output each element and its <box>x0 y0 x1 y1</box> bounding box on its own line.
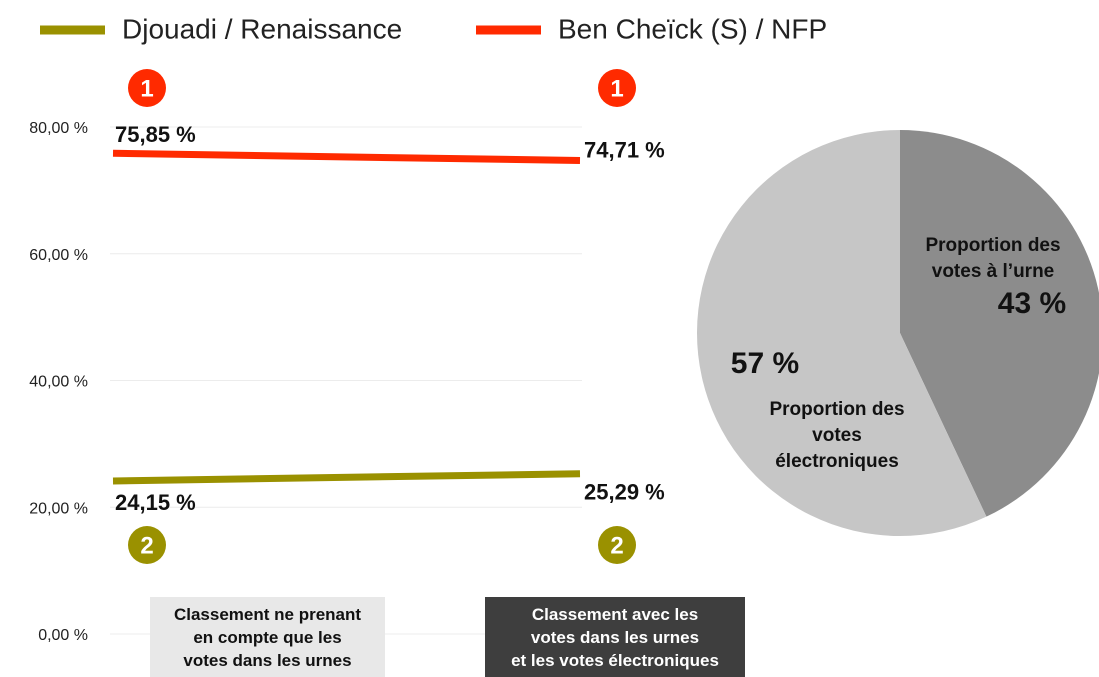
series-line <box>112 470 581 485</box>
y-tick-label: 20,00 % <box>29 500 88 517</box>
x-tick-label: Classement avec les votes dans les urnes e… <box>511 605 719 670</box>
rank-label: 2 <box>140 532 153 559</box>
y-tick-label: 80,00 % <box>29 120 88 137</box>
rank-badge <box>598 69 636 107</box>
category-box <box>485 597 745 677</box>
rank-label: 2 <box>610 532 623 559</box>
data-label: 24,15 % <box>115 490 196 515</box>
y-tick-label: 0,00 % <box>38 627 88 644</box>
y-tick-label: 60,00 % <box>29 247 88 264</box>
pie-slice <box>696 130 987 536</box>
slice-label: Proportion des votes électroniques <box>769 399 904 472</box>
data-label: 25,29 % <box>584 480 665 505</box>
data-label: 75,85 % <box>115 122 196 147</box>
legend-label: Ben Cheïck (S) / NFP <box>558 13 827 44</box>
rank-label: 1 <box>610 75 623 102</box>
slice-value: 57 % <box>731 347 799 380</box>
slice-value: 43 % <box>998 287 1066 320</box>
data-label: 74,71 % <box>584 137 665 162</box>
rank-badge <box>128 69 166 107</box>
y-tick-label: 40,00 % <box>29 374 88 391</box>
legend-label: Djouadi / Renaissance <box>122 13 402 44</box>
category-box <box>150 597 385 677</box>
series-line <box>112 149 581 165</box>
rank-badge <box>598 526 636 564</box>
rank-badge <box>128 526 166 564</box>
pie-slice <box>900 130 1099 517</box>
rank-label: 1 <box>140 75 153 102</box>
slice-label: Proportion des votes à l’urne <box>925 235 1060 282</box>
x-tick-label: Classement ne prenant en compte que les vo… <box>174 605 361 670</box>
